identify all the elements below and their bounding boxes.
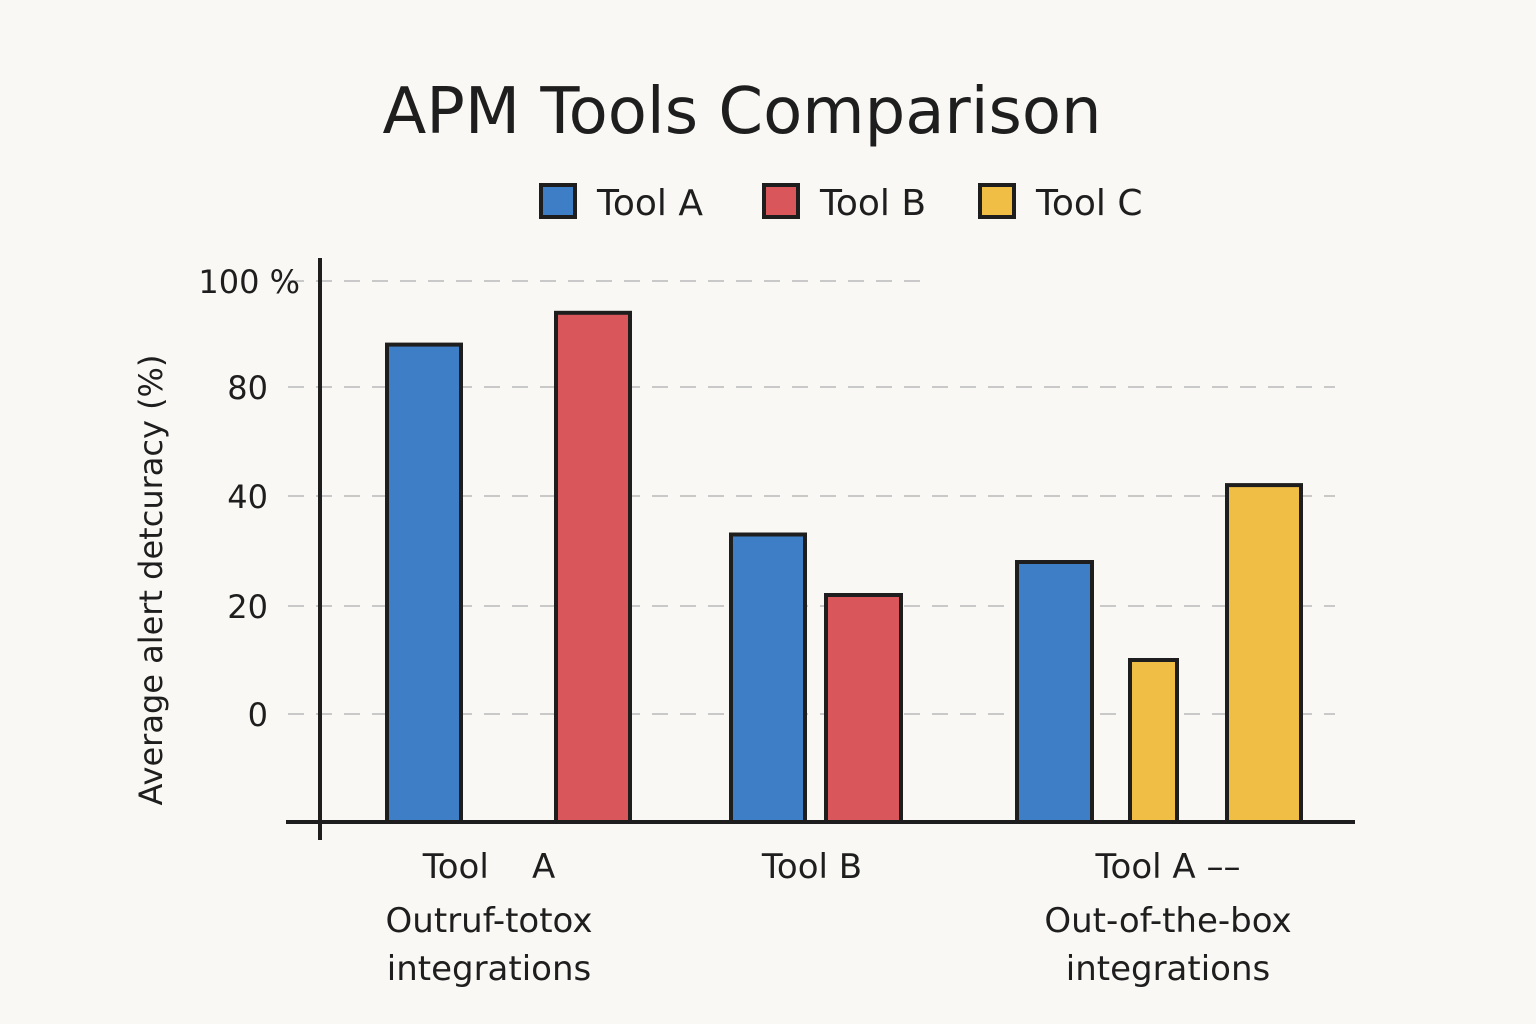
legend-swatch: [762, 183, 800, 219]
y-tick-label: 20: [227, 588, 268, 626]
bar: [385, 342, 463, 824]
x-category-label: Out-of-the-box: [1044, 901, 1291, 941]
bar: [1128, 658, 1179, 824]
y-tick-label: 80: [227, 369, 268, 407]
x-category-label: integrations: [1066, 949, 1270, 989]
bar: [554, 310, 632, 824]
y-tick-label: 100 %: [198, 263, 300, 301]
y-axis-label: Average alert detcuracy (%): [132, 355, 170, 806]
bar: [1015, 560, 1094, 824]
chart-title: APM Tools Comparison: [382, 75, 1101, 149]
y-tick-labels: 100 % 80 40 20 0: [198, 263, 300, 734]
x-category-label: Tool A ––: [1095, 847, 1241, 887]
bar: [824, 593, 903, 824]
y-tick-label: 0: [248, 696, 268, 734]
legend-label: Tool C: [1035, 183, 1143, 224]
axes: [286, 258, 1355, 840]
x-category-label: Tool A: [422, 847, 556, 887]
legend-swatch: [978, 183, 1016, 219]
bar: [1225, 483, 1303, 824]
legend: Tool A Tool B Tool C: [539, 183, 1143, 224]
bars: [385, 310, 1303, 824]
legend-label: Tool B: [819, 183, 926, 224]
y-tick-label: 40: [227, 478, 268, 516]
x-category-labels: Tool A Outruf-totox integrations Tool B Tool…: [386, 847, 1292, 989]
legend-swatch: [539, 183, 577, 219]
x-category-label: Tool B: [761, 847, 862, 887]
x-category-label: integrations: [387, 949, 591, 989]
legend-label: Tool A: [596, 183, 703, 224]
x-category-label: Outruf-totox: [386, 901, 593, 941]
bar: [729, 532, 807, 824]
